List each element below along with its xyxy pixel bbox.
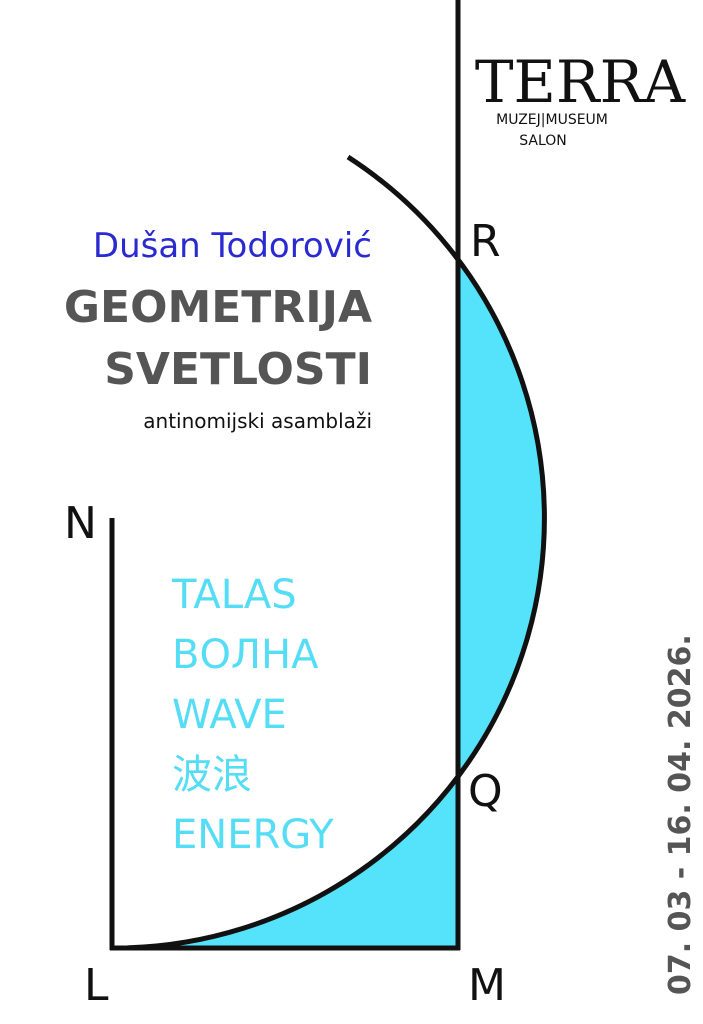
logo-name: TERRA [475,48,686,116]
logo-line1: MUZEJ|MUSEUM [496,112,608,128]
title-line: SVETLOSTI [104,344,372,395]
point-label: L [84,960,109,1011]
author: Dušan Todorović [93,226,372,266]
point-label: R [470,216,501,267]
point-label: M [468,960,506,1011]
word: WAVE [172,692,287,738]
word: TALAS [171,572,297,618]
cyan-corner [110,777,458,949]
point-label: Q [468,766,503,817]
subtitle: antinomijski asamblaži [143,409,372,433]
word: ENERGY [172,812,334,858]
title-line: GEOMETRIJA [64,282,372,333]
arc [109,154,547,951]
point-label: N [64,498,97,549]
word: 波浪 [172,752,252,798]
word: ВОЛНА [172,632,319,678]
logo-line2: SALON [519,133,567,149]
dates: 07. 03 - 16. 04. 2026. [663,634,698,995]
